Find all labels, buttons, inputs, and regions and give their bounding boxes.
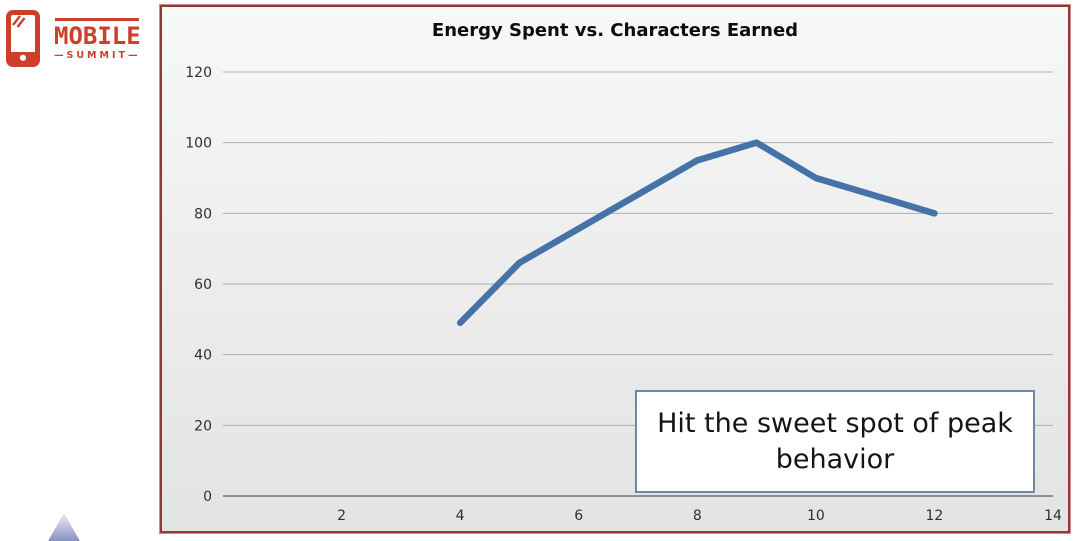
x-tick-label: 10	[807, 508, 825, 524]
logo-text: MOBILE —SUMMIT—	[54, 10, 146, 61]
y-tick-label: 0	[203, 489, 212, 505]
logo-subbrand-text: —SUMMIT—	[54, 50, 141, 62]
x-tick-label: 6	[574, 508, 583, 524]
logo-rule	[55, 18, 139, 21]
mobile-summit-logo: MOBILE —SUMMIT—	[6, 10, 146, 67]
y-tick-label: 60	[194, 277, 212, 293]
y-tick-label: 20	[194, 418, 212, 434]
triangle-decoration	[48, 513, 80, 541]
annotation-text: Hit the sweet spot of peak behavior	[657, 407, 1013, 475]
data-series-line	[456, 139, 938, 327]
x-tick-label: 12	[926, 508, 944, 524]
x-tick-label: 2	[337, 508, 346, 524]
y-tick-label: 100	[185, 136, 212, 152]
chart-title: Energy Spent vs. Characters Earned	[431, 20, 799, 41]
x-tick-label: 14	[1044, 508, 1062, 524]
phone-icon	[6, 10, 40, 67]
x-tick-label: 8	[693, 508, 702, 524]
chart-frame: 0 20 40 60 80 100 120 2 4 6 8 10 12 14 Energy Spent v…	[160, 5, 1070, 533]
y-tick-label: 120	[185, 65, 212, 81]
y-tick-label: 40	[194, 348, 212, 364]
line-chart-canvas: 0 20 40 60 80 100 120 2 4 6 8 10 12 14	[185, 65, 1062, 524]
logo-brand-text: MOBILE	[54, 22, 141, 50]
x-tick-label: 4	[456, 508, 465, 524]
annotation-callout: Hit the sweet spot of peak behavior	[635, 390, 1035, 493]
y-tick-label: 80	[194, 206, 212, 222]
